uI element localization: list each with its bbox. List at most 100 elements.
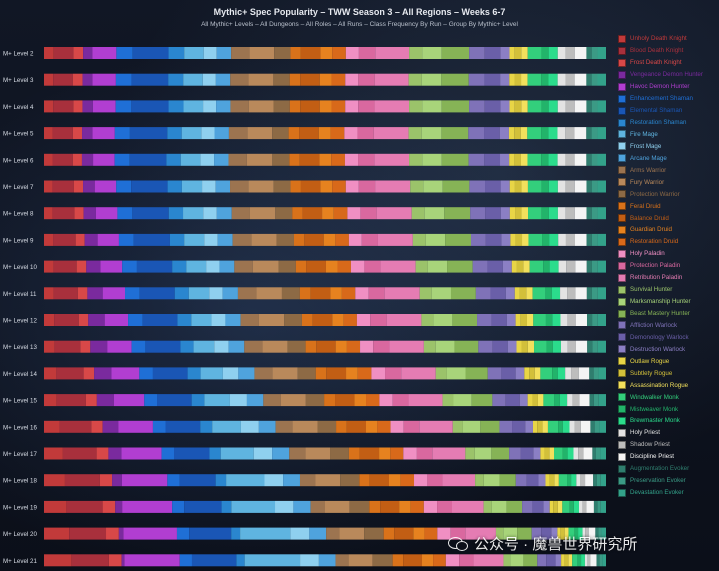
bar-segment[interactable] <box>554 474 559 487</box>
bar-segment[interactable] <box>289 100 301 113</box>
bar-segment[interactable] <box>322 207 334 220</box>
bar-segment[interactable] <box>578 447 584 460</box>
bar-segment[interactable] <box>166 153 181 166</box>
bar-segment[interactable] <box>280 394 306 407</box>
bar-segment[interactable] <box>96 394 114 407</box>
bar-segment[interactable] <box>599 554 603 567</box>
bar-segment[interactable] <box>272 367 298 380</box>
bar-segment[interactable] <box>408 73 422 86</box>
bar-segment[interactable] <box>392 394 409 407</box>
bar-segment[interactable] <box>78 314 89 326</box>
bar-segment[interactable] <box>231 47 250 59</box>
bar-segment[interactable] <box>506 500 523 513</box>
bar-segment[interactable] <box>562 420 570 433</box>
bar-segment[interactable] <box>583 447 593 460</box>
legend-item[interactable]: Frost Death Knight <box>618 57 718 69</box>
bar-segment[interactable] <box>470 233 486 246</box>
bar-segment[interactable] <box>209 447 221 460</box>
bar-segment[interactable] <box>575 314 588 326</box>
bar-segment[interactable] <box>527 180 542 193</box>
bar-segment[interactable] <box>111 367 140 380</box>
bar-segment[interactable] <box>202 180 216 193</box>
bar-segment[interactable] <box>499 474 516 487</box>
legend-item[interactable]: Discipline Priest <box>618 451 718 463</box>
bar-segment[interactable] <box>165 420 201 433</box>
bar-segment[interactable] <box>115 100 132 113</box>
bar-segment[interactable] <box>102 420 119 433</box>
bar-segment[interactable] <box>181 180 203 193</box>
bar-segment[interactable] <box>131 73 169 86</box>
bar-segment[interactable] <box>587 554 591 567</box>
bar-segment[interactable] <box>386 314 422 326</box>
bar-segment[interactable] <box>568 554 573 567</box>
bar-segment[interactable] <box>214 153 229 166</box>
bar-segment[interactable] <box>557 180 566 193</box>
legend-item[interactable]: Brewmaster Monk <box>618 415 718 427</box>
bar-segment[interactable] <box>485 207 501 220</box>
bar-segment[interactable] <box>541 207 549 220</box>
bar-segment[interactable] <box>587 314 593 326</box>
bar-segment[interactable] <box>300 180 321 193</box>
bar-segment[interactable] <box>379 447 391 460</box>
bar-segment[interactable] <box>507 340 517 353</box>
bar-segment[interactable] <box>484 47 501 59</box>
bar-segment[interactable] <box>516 340 522 353</box>
bar-segment[interactable] <box>399 500 411 513</box>
bar-segment[interactable] <box>527 100 542 113</box>
bar-segment[interactable] <box>238 367 255 380</box>
bar-segment[interactable] <box>557 500 563 513</box>
bar-segment[interactable] <box>557 47 566 59</box>
bar-segment[interactable] <box>552 314 561 326</box>
bar-segment[interactable] <box>410 180 424 193</box>
bar-segment[interactable] <box>83 47 93 59</box>
bar-segment[interactable] <box>309 527 327 540</box>
bar-segment[interactable] <box>514 100 522 113</box>
bar-segment[interactable] <box>548 100 558 113</box>
bar-segment[interactable] <box>552 340 561 353</box>
bar-segment[interactable] <box>275 500 294 513</box>
bar-segment[interactable] <box>474 447 492 460</box>
bar-segment[interactable] <box>564 527 569 540</box>
bar-segment[interactable] <box>44 527 70 540</box>
bar-segment[interactable] <box>377 233 413 246</box>
bar-segment[interactable] <box>136 260 173 273</box>
bar-segment[interactable] <box>330 447 349 460</box>
bar-segment[interactable] <box>355 287 369 300</box>
bar-segment[interactable] <box>465 527 496 540</box>
bar-segment[interactable] <box>390 447 404 460</box>
bar-segment[interactable] <box>421 554 434 567</box>
bar-segment[interactable] <box>180 340 194 353</box>
bar-segment[interactable] <box>215 474 227 487</box>
bar-segment[interactable] <box>472 260 488 273</box>
bar-segment[interactable] <box>557 127 566 140</box>
bar-segment[interactable] <box>523 554 538 567</box>
bar-segment[interactable] <box>523 260 530 273</box>
bar-segment[interactable] <box>509 73 515 86</box>
bar-segment[interactable] <box>373 340 390 353</box>
bar-segment[interactable] <box>514 287 520 300</box>
bar-segment[interactable] <box>369 500 381 513</box>
bar-segment[interactable] <box>548 207 558 220</box>
bar-segment[interactable] <box>500 47 510 59</box>
bar-segment[interactable] <box>432 447 466 460</box>
bar-segment[interactable] <box>424 527 438 540</box>
bar-segment[interactable] <box>212 420 241 433</box>
bar-segment[interactable] <box>452 420 463 433</box>
bar-segment[interactable] <box>598 367 606 380</box>
bar-segment[interactable] <box>574 420 581 433</box>
bar-segment[interactable] <box>592 314 598 326</box>
bar-segment[interactable] <box>573 447 579 460</box>
bar-segment[interactable] <box>54 340 81 353</box>
bar-segment[interactable] <box>72 73 83 86</box>
bar-segment[interactable] <box>73 47 84 59</box>
bar-segment[interactable] <box>108 554 122 567</box>
bar-segment[interactable] <box>300 73 320 86</box>
bar-segment[interactable] <box>409 153 423 166</box>
bar-segment[interactable] <box>589 394 594 407</box>
bar-segment[interactable] <box>483 474 500 487</box>
bar-segment[interactable] <box>543 394 555 407</box>
bar-segment[interactable] <box>44 260 54 273</box>
bar-segment[interactable] <box>129 153 167 166</box>
bar-segment[interactable] <box>181 127 202 140</box>
bar-segment[interactable] <box>312 314 333 326</box>
